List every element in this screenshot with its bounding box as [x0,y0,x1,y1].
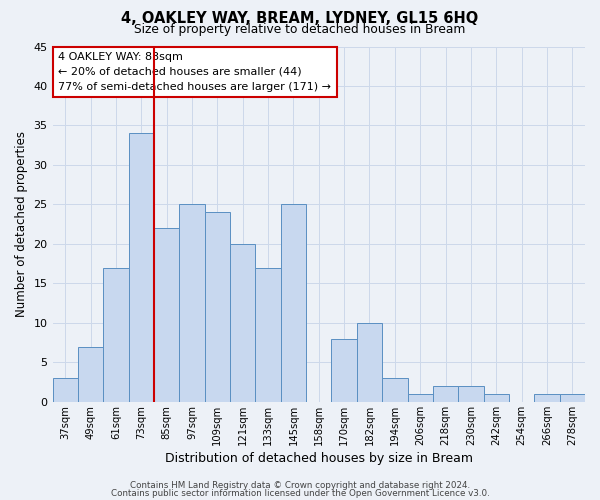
Bar [281,204,306,402]
Bar [154,228,179,402]
Text: 4, OAKLEY WAY, BREAM, LYDNEY, GL15 6HQ: 4, OAKLEY WAY, BREAM, LYDNEY, GL15 6HQ [121,11,479,26]
X-axis label: Distribution of detached houses by size in Bream: Distribution of detached houses by size … [165,452,473,465]
Bar [433,386,458,402]
Bar [560,394,585,402]
Bar [331,338,357,402]
Bar [407,394,433,402]
Bar [205,212,230,402]
Bar [78,346,103,402]
Bar [128,134,154,402]
Text: 4 OAKLEY WAY: 83sqm
← 20% of detached houses are smaller (44)
77% of semi-detach: 4 OAKLEY WAY: 83sqm ← 20% of detached ho… [58,52,331,92]
Bar [53,378,78,402]
Bar [458,386,484,402]
Text: Size of property relative to detached houses in Bream: Size of property relative to detached ho… [134,22,466,36]
Bar [230,244,256,402]
Bar [382,378,407,402]
Bar [357,323,382,402]
Text: Contains HM Land Registry data © Crown copyright and database right 2024.: Contains HM Land Registry data © Crown c… [130,481,470,490]
Text: Contains public sector information licensed under the Open Government Licence v3: Contains public sector information licen… [110,488,490,498]
Y-axis label: Number of detached properties: Number of detached properties [15,131,28,317]
Bar [256,268,281,402]
Bar [484,394,509,402]
Bar [179,204,205,402]
Bar [103,268,128,402]
Bar [534,394,560,402]
